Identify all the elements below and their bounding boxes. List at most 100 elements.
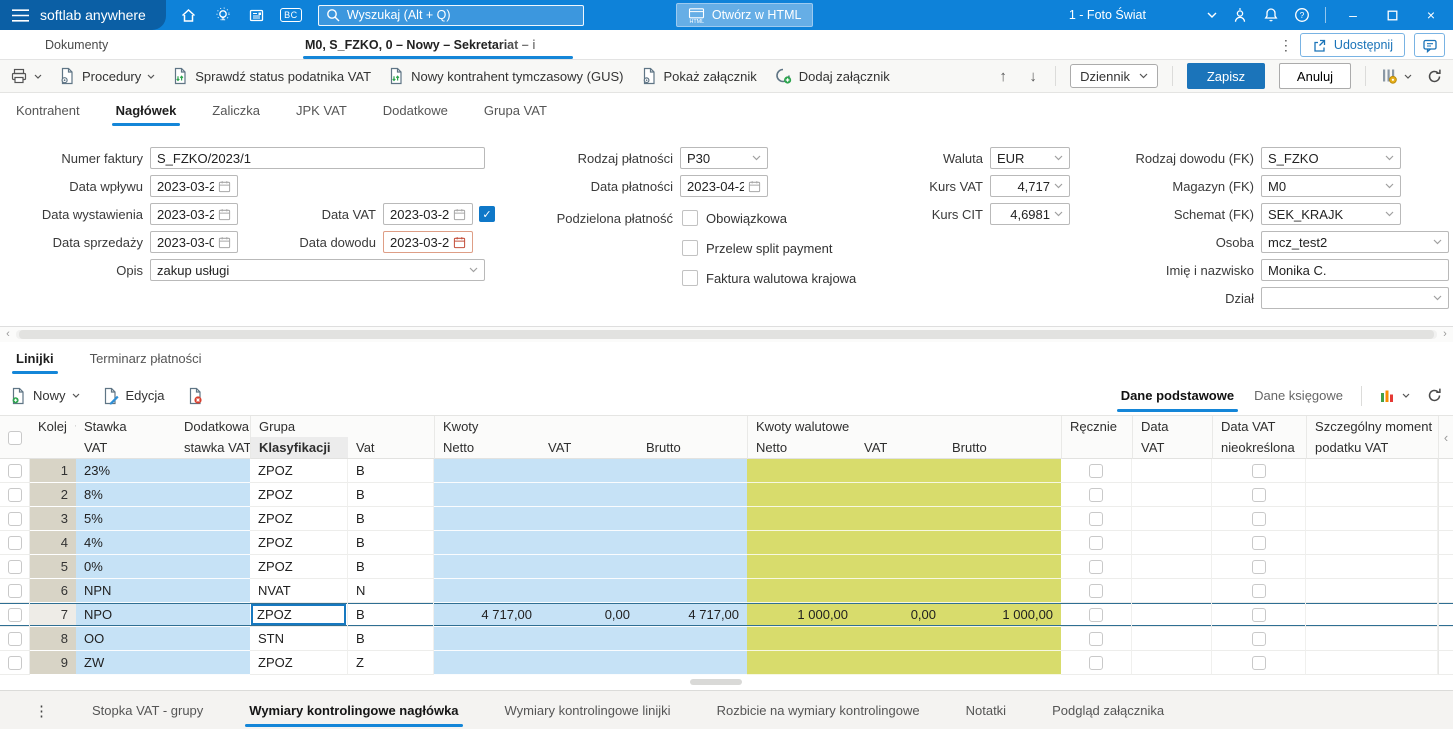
cell-szczegolny[interactable] — [1306, 483, 1438, 507]
cell-brutto[interactable] — [638, 651, 747, 675]
col-header-klasyfikacji[interactable]: Klasyfikacji — [250, 437, 348, 459]
tab-zaliczka[interactable]: Zaliczka — [210, 93, 262, 130]
search-input[interactable]: Wyszukaj (Alt + Q) — [318, 5, 584, 26]
cell-brutto_wal[interactable] — [944, 579, 1061, 603]
cell-nieokreslona[interactable] — [1212, 603, 1306, 627]
recznie-checkbox[interactable] — [1089, 560, 1103, 574]
payment-type-combo[interactable]: P30 — [680, 147, 768, 169]
tab-wymiary-kontrolingowe-linijki[interactable]: Wymiary kontrolingowe linijki — [503, 690, 673, 729]
cell-vat[interactable]: B — [348, 459, 434, 483]
data-vat-nieokreslona-checkbox[interactable] — [1252, 512, 1266, 526]
data-vat-nieokreslona-checkbox[interactable] — [1252, 656, 1266, 670]
row-select-checkbox[interactable] — [8, 656, 22, 670]
schema-fk-combo[interactable]: SEK_KRAJK — [1261, 203, 1401, 225]
cell-stawka[interactable]: 4% — [76, 531, 176, 555]
cell-klasyfikacja[interactable]: ZPOZ — [250, 603, 348, 627]
tab-dodatkowe[interactable]: Dodatkowe — [381, 93, 450, 130]
cell-netto[interactable] — [434, 459, 540, 483]
row-select-checkbox[interactable] — [8, 584, 22, 598]
cell-netto[interactable] — [434, 579, 540, 603]
recznie-checkbox[interactable] — [1089, 488, 1103, 502]
cell-dodatkowa[interactable] — [176, 603, 250, 627]
bell-icon[interactable] — [1263, 7, 1279, 23]
tab-kontrahent[interactable]: Kontrahent — [14, 93, 82, 130]
tab-dokumenty[interactable]: Dokumenty — [45, 30, 108, 60]
row-select-checkbox[interactable] — [8, 608, 22, 622]
row-select-checkbox[interactable] — [8, 632, 22, 646]
tab-terminarz-platnosci[interactable]: Terminarz płatności — [88, 342, 204, 376]
cell-sel[interactable] — [0, 603, 30, 627]
currency-combo[interactable]: EUR — [990, 147, 1070, 169]
cell-klasyfikacja[interactable]: ZPOZ — [250, 483, 348, 507]
cell-brutto_wal[interactable] — [944, 459, 1061, 483]
cell-vat_wal[interactable] — [856, 627, 944, 651]
cell-sel[interactable] — [0, 555, 30, 579]
cell-vat[interactable]: B — [348, 555, 434, 579]
recznie-checkbox[interactable] — [1089, 608, 1103, 622]
data-vat-nieokreslona-checkbox[interactable] — [1252, 632, 1266, 646]
cell-sel[interactable] — [0, 651, 30, 675]
cell-data_vat[interactable] — [1132, 555, 1212, 579]
move-up-icon[interactable]: ↑ — [995, 68, 1011, 85]
cell-vat_kwota[interactable] — [540, 531, 638, 555]
cell-sel[interactable] — [0, 531, 30, 555]
col-header-recznie[interactable]: Ręcznie — [1061, 416, 1132, 459]
tab-stopka-vat-grupy[interactable]: Stopka VAT - grupy — [90, 690, 205, 729]
cell-szczegolny[interactable] — [1306, 555, 1438, 579]
cell-kolej[interactable]: 7 — [30, 603, 76, 627]
vat-date-checkbox[interactable] — [479, 206, 495, 222]
cit-rate-combo[interactable]: 4,6981 — [990, 203, 1070, 225]
cell-kolej[interactable]: 3 — [30, 507, 76, 531]
cell-brutto[interactable] — [638, 627, 747, 651]
cell-netto[interactable] — [434, 483, 540, 507]
form-horizontal-scrollbar[interactable]: ‹ › — [0, 326, 1453, 342]
cell-data_vat[interactable] — [1132, 651, 1212, 675]
col-header-szczegolny-moment[interactable]: Szczególny moment — [1306, 416, 1438, 437]
cell-kolej[interactable]: 8 — [30, 627, 76, 651]
cell-vat[interactable]: Z — [348, 651, 434, 675]
cell-data_vat[interactable] — [1132, 603, 1212, 627]
cell-recznie[interactable] — [1061, 603, 1132, 627]
cell-recznie[interactable] — [1061, 579, 1132, 603]
cell-vat_kwota[interactable]: 0,00 — [540, 603, 638, 627]
delete-line-icon[interactable] — [187, 387, 204, 405]
user-icon[interactable] — [1232, 7, 1248, 24]
cell-brutto[interactable] — [638, 507, 747, 531]
refresh-icon[interactable] — [1426, 387, 1443, 404]
check-vat-status-button[interactable]: Sprawdź status podatnika VAT — [172, 67, 371, 85]
cell-dodatkowa[interactable] — [176, 483, 250, 507]
recznie-checkbox[interactable] — [1089, 512, 1103, 526]
cell-brutto_wal[interactable]: 1 000,00 — [944, 603, 1061, 627]
cell-szczegolny[interactable] — [1306, 507, 1438, 531]
close-button[interactable]: × — [1419, 0, 1443, 30]
cell-stawka[interactable]: ZW — [76, 651, 176, 675]
cell-dodatkowa[interactable] — [176, 627, 250, 651]
new-temp-contractor-gus-button[interactable]: Nowy kontrahent tymczasowy (GUS) — [388, 67, 623, 85]
cell-sel[interactable] — [0, 627, 30, 651]
cell-nieokreslona[interactable] — [1212, 507, 1306, 531]
department-combo[interactable] — [1261, 287, 1449, 309]
cell-vat_kwota[interactable] — [540, 579, 638, 603]
cell-dodatkowa[interactable] — [176, 507, 250, 531]
cell-nieokreslona[interactable] — [1212, 627, 1306, 651]
cell-nieokreslona[interactable] — [1212, 459, 1306, 483]
cell-vat_kwota[interactable] — [540, 459, 638, 483]
data-vat-nieokreslona-checkbox[interactable] — [1252, 536, 1266, 550]
tab-wymiary-kontrolingowe-naglowka[interactable]: Wymiary kontrolingowe nagłówka — [247, 690, 460, 729]
cell-vat_kwota[interactable] — [540, 555, 638, 579]
new-line-button[interactable]: Nowy — [10, 387, 80, 405]
cell-vat[interactable]: B — [348, 507, 434, 531]
table-row[interactable]: 8OOSTNB — [0, 627, 1453, 651]
tab-dane-ksiegowe[interactable]: Dane księgowe — [1252, 378, 1345, 413]
cell-brutto_wal[interactable] — [944, 651, 1061, 675]
col-header-stawka[interactable]: Stawka — [76, 416, 176, 437]
receipt-date-input[interactable]: 2023-03-22 — [150, 175, 238, 197]
cell-netto_wal[interactable] — [747, 651, 856, 675]
cell-vat[interactable]: B — [348, 627, 434, 651]
cell-klasyfikacja[interactable]: ZPOZ — [250, 651, 348, 675]
cell-nieokreslona[interactable] — [1212, 483, 1306, 507]
cell-vat_wal[interactable] — [856, 459, 944, 483]
sale-date-input[interactable]: 2023-03-01 — [150, 231, 238, 253]
vat-date-input[interactable]: 2023-03-22 — [383, 203, 473, 225]
cell-netto_wal[interactable] — [747, 627, 856, 651]
